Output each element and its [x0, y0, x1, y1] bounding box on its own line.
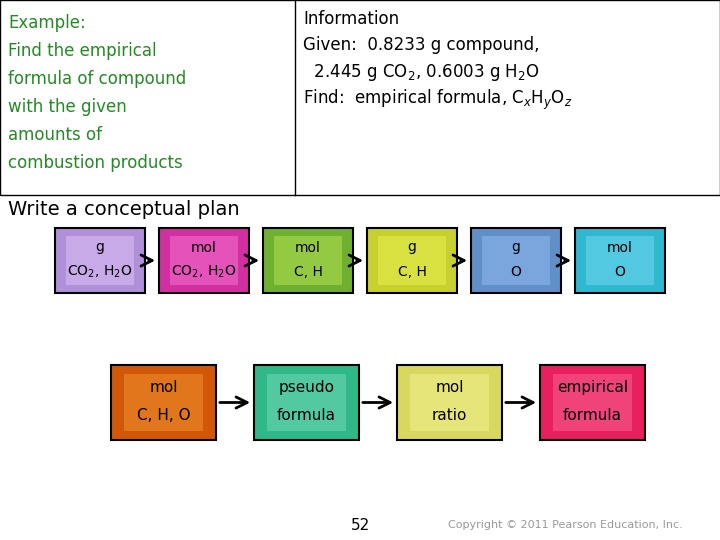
Text: Write a conceptual plan: Write a conceptual plan [8, 200, 240, 219]
Bar [124, 374, 203, 431]
Bar [410, 374, 490, 431]
Bar [553, 374, 632, 431]
Text: O: O [510, 265, 521, 279]
Text: C, H: C, H [397, 265, 426, 279]
Text: 52: 52 [351, 517, 369, 532]
Text: amounts of: amounts of [8, 126, 102, 144]
Text: empirical: empirical [557, 380, 628, 395]
Text: g: g [96, 240, 104, 254]
Text: Copyright © 2011 Pearson Education, Inc.: Copyright © 2011 Pearson Education, Inc. [448, 520, 683, 530]
Text: mol: mol [607, 240, 633, 254]
Bar [111, 365, 216, 440]
Bar [170, 236, 238, 285]
Text: O: O [615, 265, 626, 279]
Bar [540, 365, 645, 440]
Text: with the given: with the given [8, 98, 127, 116]
Bar [266, 374, 346, 431]
Text: mol: mol [295, 240, 321, 254]
Text: CO$_2$, H$_2$O: CO$_2$, H$_2$O [67, 264, 132, 280]
Bar [482, 236, 550, 285]
Bar [575, 228, 665, 293]
Text: formula of compound: formula of compound [8, 70, 186, 88]
Text: formula: formula [563, 408, 622, 423]
Text: C, H: C, H [294, 265, 323, 279]
Text: mol: mol [149, 380, 178, 395]
Text: Find the empirical: Find the empirical [8, 42, 157, 60]
Bar [66, 236, 134, 285]
Text: mol: mol [191, 240, 217, 254]
Text: ratio: ratio [432, 408, 467, 423]
Text: formula: formula [277, 408, 336, 423]
Text: CO$_2$, H$_2$O: CO$_2$, H$_2$O [171, 264, 237, 280]
Text: Given:  0.8233 g compound,: Given: 0.8233 g compound, [303, 36, 539, 54]
Bar [367, 228, 457, 293]
Bar [55, 228, 145, 293]
Bar [274, 236, 342, 285]
Text: g: g [512, 240, 521, 254]
Text: mol: mol [436, 380, 464, 395]
Bar [397, 365, 502, 440]
Text: combustion products: combustion products [8, 154, 183, 172]
Text: Information: Information [303, 10, 399, 28]
Text: pseudo: pseudo [279, 380, 335, 395]
Text: g: g [408, 240, 416, 254]
Bar [263, 228, 353, 293]
Bar [471, 228, 561, 293]
Bar [586, 236, 654, 285]
Text: 2.445 g CO$_2$, 0.6003 g H$_2$O: 2.445 g CO$_2$, 0.6003 g H$_2$O [303, 62, 539, 83]
Text: Find:  empirical formula, C$_x$H$_y$O$_z$: Find: empirical formula, C$_x$H$_y$O$_z$ [303, 88, 572, 112]
Bar [254, 365, 359, 440]
Text: Example:: Example: [8, 14, 86, 32]
Bar [159, 228, 249, 293]
Text: C, H, O: C, H, O [137, 408, 190, 423]
Bar [378, 236, 446, 285]
